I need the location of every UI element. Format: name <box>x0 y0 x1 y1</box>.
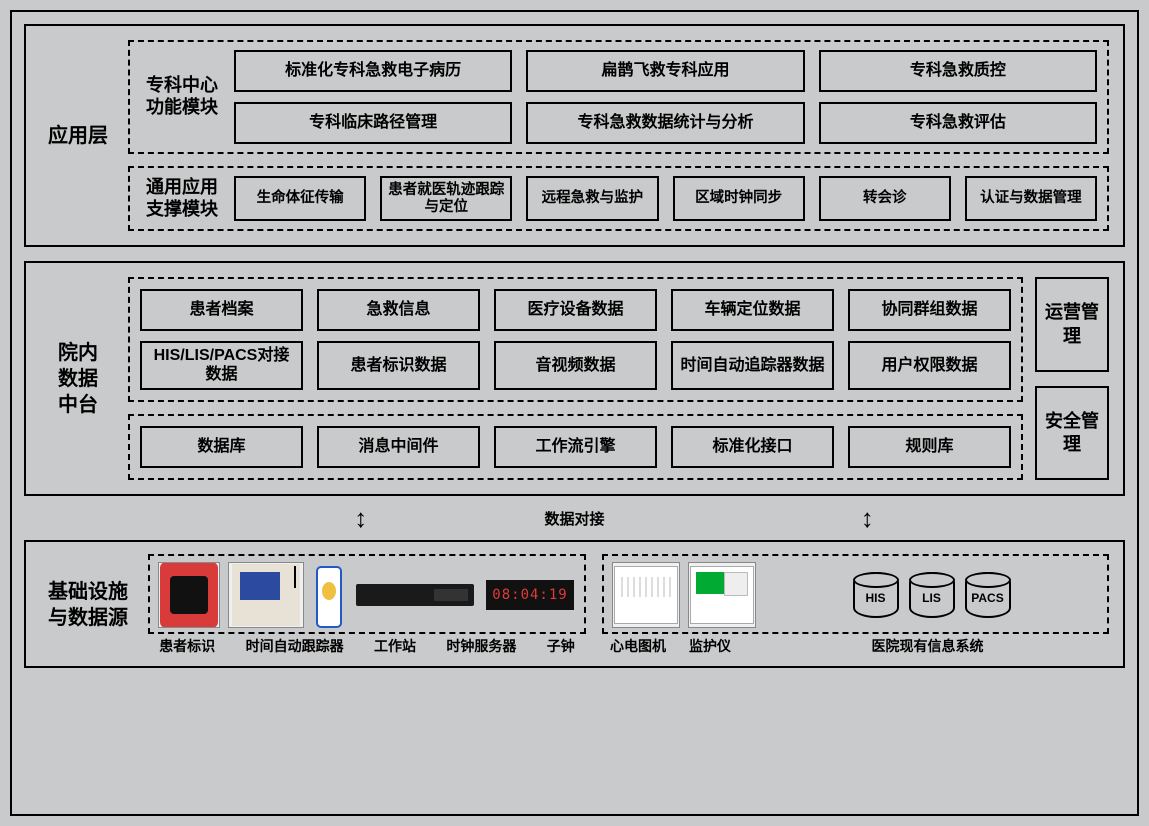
data-box: 患者标识数据 <box>317 341 480 390</box>
module-box: 专科急救评估 <box>819 102 1097 144</box>
module-box: 扁鹊飞救专科应用 <box>526 50 804 92</box>
group-label-specialty: 专科中心功能模块 <box>140 50 224 144</box>
data-box: HIS/LIS/PACS对接数据 <box>140 341 303 390</box>
data-box: 协同群组数据 <box>848 289 1011 331</box>
service-box: 工作流引擎 <box>494 426 657 468</box>
phone-icon <box>316 566 342 628</box>
device-label: 监护仪 <box>674 636 746 656</box>
device-sub-clock: 08:04:19 <box>484 562 576 628</box>
infra-group-right: HIS LIS PACS <box>602 554 1109 634</box>
module-box: 专科急救质控 <box>819 50 1097 92</box>
device-clock-server <box>354 562 476 628</box>
data-box: 用户权限数据 <box>848 341 1011 390</box>
layer-infrastructure: 基础设施与数据源 08:04: <box>24 540 1125 668</box>
layer-middle-platform: 院内数据中台 患者档案 急救信息 医疗设备数据 车辆定位数据 协同群组数据 HI… <box>24 261 1125 496</box>
group-common: 通用应用支撑模块 生命体征传输 患者就医轨迹跟踪与定位 远程急救与监护 区域时钟… <box>128 166 1109 231</box>
server-icon <box>356 584 474 606</box>
layer-application: 应用层 专科中心功能模块 标准化专科急救电子病历 扁鹊飞救专科应用 专科急救质控… <box>24 24 1125 247</box>
data-box: 音视频数据 <box>494 341 657 390</box>
double-arrow-icon: ↕ <box>861 503 874 534</box>
module-box: 患者就医轨迹跟踪与定位 <box>380 176 512 221</box>
group-label-common: 通用应用支撑模块 <box>140 176 224 221</box>
module-box: 区域时钟同步 <box>673 176 805 221</box>
device-label: 心电图机 <box>602 636 674 656</box>
service-box: 消息中间件 <box>317 426 480 468</box>
device-ecg <box>612 562 680 628</box>
module-box: 远程急救与监护 <box>526 176 658 221</box>
data-box: 患者档案 <box>140 289 303 331</box>
monitor-icon <box>690 566 754 624</box>
device-workstation <box>312 562 346 628</box>
group-specialty: 专科中心功能模块 标准化专科急救电子病历 扁鹊飞救专科应用 专科急救质控 专科临… <box>128 40 1109 154</box>
data-box: 医疗设备数据 <box>494 289 657 331</box>
service-box: 规则库 <box>848 426 1011 468</box>
device-monitor <box>688 562 756 628</box>
module-box: 认证与数据管理 <box>965 176 1097 221</box>
device-label: 工作站 <box>374 636 416 656</box>
device-patient-id <box>158 562 220 628</box>
device-label: 患者标识 <box>159 636 215 656</box>
connector-label: 数据对接 <box>544 508 604 529</box>
connector-row: ↕ 数据对接 ↕ <box>24 506 1125 530</box>
data-box: 急救信息 <box>317 289 480 331</box>
module-box: 转会诊 <box>819 176 951 221</box>
module-box: 专科临床路径管理 <box>234 102 512 144</box>
tracker-icon <box>232 564 300 626</box>
device-label: 子钟 <box>547 636 575 656</box>
side-box-ops: 运营管理 <box>1035 277 1109 371</box>
db-cylinder-icon: LIS <box>909 572 955 618</box>
architecture-diagram: 应用层 专科中心功能模块 标准化专科急救电子病历 扁鹊飞救专科应用 专科急救质控… <box>10 10 1139 816</box>
watch-icon <box>160 562 218 628</box>
side-box-security: 安全管理 <box>1035 386 1109 480</box>
layer-label-middle: 院内数据中台 <box>40 277 116 480</box>
device-label: 时钟服务器 <box>446 636 516 656</box>
service-box: 标准化接口 <box>671 426 834 468</box>
infra-group-left: 08:04:19 <box>148 554 586 634</box>
group-base-services: 数据库 消息中间件 工作流引擎 标准化接口 规则库 <box>128 414 1023 480</box>
layer-label-application: 应用层 <box>40 40 116 231</box>
dbs-label: 医院现有信息系统 <box>746 636 1109 656</box>
double-arrow-icon: ↕ <box>354 503 367 534</box>
clock-icon: 08:04:19 <box>486 580 574 610</box>
layer-label-infra: 基础设施与数据源 <box>40 554 136 656</box>
module-box: 专科急救数据统计与分析 <box>526 102 804 144</box>
device-label: 时间自动跟踪器 <box>246 636 344 656</box>
module-box: 标准化专科急救电子病历 <box>234 50 512 92</box>
data-box: 时间自动追踪器数据 <box>671 341 834 390</box>
group-data-assets: 患者档案 急救信息 医疗设备数据 车辆定位数据 协同群组数据 HIS/LIS/P… <box>128 277 1023 402</box>
service-box: 数据库 <box>140 426 303 468</box>
data-box: 车辆定位数据 <box>671 289 834 331</box>
device-time-tracker <box>228 562 304 628</box>
ecg-icon <box>614 566 678 624</box>
db-cylinder-icon: HIS <box>853 572 899 618</box>
module-box: 生命体征传输 <box>234 176 366 221</box>
db-cylinder-icon: PACS <box>965 572 1011 618</box>
